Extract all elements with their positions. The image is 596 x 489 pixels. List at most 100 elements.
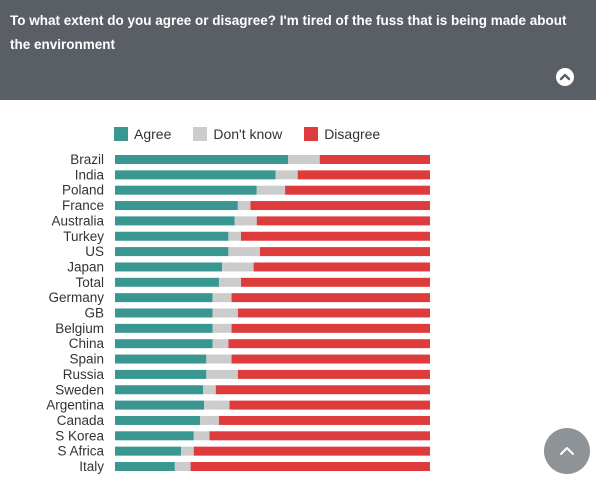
stacked-bar-chart: BrazilIndiaPolandFranceAustraliaTurkeyUS… <box>46 152 430 474</box>
category-label-france: France <box>62 198 104 213</box>
bar-segment-brazil-disagree <box>319 155 430 164</box>
bar-segment-brazil-agree <box>115 155 289 164</box>
bar-segment-italy-don-t-know <box>174 462 191 471</box>
bar-segment-s-africa-disagree <box>193 446 430 456</box>
bar-segment-australia-don-t-know <box>234 216 257 226</box>
category-label-germany: Germany <box>48 290 104 305</box>
bar-segment-poland-disagree <box>285 185 430 195</box>
bar-segment-argentina-don-t-know <box>204 400 230 410</box>
bar-segment-s-korea-disagree <box>209 431 430 441</box>
bar-segment-france-don-t-know <box>237 201 251 211</box>
bar-segment-brazil-don-t-know <box>288 155 320 164</box>
bar-segment-s-korea-agree <box>115 431 194 441</box>
legend-item-disagree: Disagree <box>304 126 380 142</box>
bar-segment-italy-agree <box>115 462 175 471</box>
legend-swatch-disagree <box>304 127 319 141</box>
bar-segment-china-agree <box>115 339 213 349</box>
bar-segment-france-disagree <box>250 201 430 211</box>
bar-segment-australia-agree <box>115 216 235 226</box>
bar-segment-argentina-disagree <box>229 400 430 410</box>
bar-segment-australia-disagree <box>256 216 430 226</box>
bar-segment-spain-agree <box>115 354 207 364</box>
bar-segment-total-agree <box>115 277 219 287</box>
category-label-spain: Spain <box>69 352 104 367</box>
legend-swatch-dont-know <box>193 127 208 141</box>
bar-segment-canada-disagree <box>218 415 430 425</box>
category-label-poland: Poland <box>62 183 104 198</box>
category-label-sweden: Sweden <box>55 382 104 397</box>
bar-segment-germany-agree <box>115 293 213 303</box>
collapse-button[interactable] <box>556 68 574 86</box>
chart-legend: Agree Don't know Disagree <box>114 126 402 142</box>
chart-area: Agree Don't know Disagree Brazil India Pol… <box>0 100 596 489</box>
category-label-italy: Italy <box>79 459 104 474</box>
bar-segment-us-agree <box>115 247 229 257</box>
legend-item-agree: Agree <box>114 126 171 142</box>
category-label-australia: Australia <box>51 213 104 228</box>
bar-segment-gb-don-t-know <box>212 308 238 318</box>
bar-segment-spain-don-t-know <box>206 354 232 364</box>
legend-swatch-agree <box>114 127 128 141</box>
category-label-s-korea: S Korea <box>55 428 104 443</box>
bar-segment-france-agree <box>115 201 238 211</box>
chevron-up-circle-icon <box>559 73 571 81</box>
category-label-india: India <box>75 167 105 182</box>
category-label-china: China <box>69 336 105 351</box>
question-header: To what extent do you agree or disagree?… <box>0 0 596 100</box>
bar-segment-belgium-don-t-know <box>212 323 232 333</box>
category-label-belgium: Belgium <box>55 321 104 336</box>
category-label-japan: Japan <box>67 259 104 274</box>
scroll-to-top-button[interactable] <box>544 428 590 474</box>
bar-segment-turkey-disagree <box>241 231 430 241</box>
legend-item-dont-know: Don't know <box>193 126 282 142</box>
bar-segment-russia-don-t-know <box>206 369 238 379</box>
legend-label-disagree: Disagree <box>324 126 381 142</box>
category-label-gb: GB <box>84 306 104 321</box>
bar-segment-spain-disagree <box>231 354 430 364</box>
bar-segment-canada-don-t-know <box>200 415 219 425</box>
bar-segment-japan-agree <box>115 262 223 272</box>
bar-segment-china-don-t-know <box>212 339 229 349</box>
bar-segment-china-disagree <box>228 339 430 349</box>
question-title: To what extent do you agree or disagree?… <box>10 13 567 52</box>
bar-segment-sweden-agree <box>115 385 204 395</box>
bar-segment-italy-disagree <box>190 462 430 471</box>
bar-segment-germany-don-t-know <box>212 293 232 303</box>
category-label-brazil: Brazil <box>70 152 104 167</box>
bar-segment-gb-agree <box>115 308 213 318</box>
bar-segment-sweden-disagree <box>215 385 430 395</box>
bar-segment-s-korea-don-t-know <box>193 431 210 441</box>
legend-label-agree: Agree <box>134 126 172 142</box>
bar-segment-poland-agree <box>115 185 257 195</box>
bar-segment-s-africa-agree <box>115 446 182 456</box>
bar-segment-canada-agree <box>115 415 201 425</box>
bar-segment-s-africa-don-t-know <box>181 446 194 456</box>
category-label-canada: Canada <box>57 413 105 428</box>
category-label-total: Total <box>75 275 104 290</box>
bar-segment-us-disagree <box>259 247 430 257</box>
bar-segment-india-agree <box>115 170 276 180</box>
bar-segment-gb-disagree <box>237 308 430 318</box>
bar-segment-belgium-disagree <box>231 323 430 333</box>
bar-segment-japan-don-t-know <box>222 262 254 272</box>
category-label-argentina: Argentina <box>46 398 104 413</box>
category-label-turkey: Turkey <box>63 229 104 244</box>
legend-label-dont-know: Don't know <box>213 126 283 142</box>
category-label-s-africa: S Africa <box>57 444 104 459</box>
bar-segment-germany-disagree <box>231 293 430 303</box>
bar-segment-sweden-don-t-know <box>203 385 216 395</box>
bar-segment-japan-disagree <box>253 262 430 272</box>
bar-segment-russia-disagree <box>237 369 430 379</box>
chevron-up-icon <box>560 447 574 455</box>
bar-segment-russia-agree <box>115 369 207 379</box>
bar-segment-belgium-agree <box>115 323 213 333</box>
bar-segment-argentina-agree <box>115 400 205 410</box>
bar-segment-india-disagree <box>297 170 430 180</box>
bar-segment-turkey-agree <box>115 231 229 241</box>
bar-segment-india-don-t-know <box>275 170 298 180</box>
category-label-us: US <box>85 244 104 259</box>
bar-segment-us-don-t-know <box>228 247 260 257</box>
bar-segment-total-disagree <box>241 277 430 287</box>
bar-segment-poland-don-t-know <box>256 185 286 195</box>
bar-segment-total-don-t-know <box>218 277 241 287</box>
